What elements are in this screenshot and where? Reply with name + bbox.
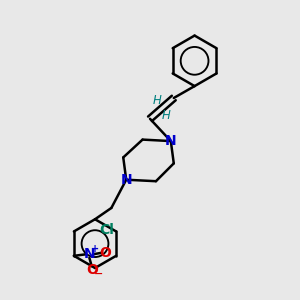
Text: H: H xyxy=(162,109,171,122)
Text: N: N xyxy=(120,173,132,187)
Text: N: N xyxy=(83,247,95,261)
Text: +: + xyxy=(91,244,99,254)
Text: Cl: Cl xyxy=(99,223,114,237)
Text: O: O xyxy=(99,246,111,260)
Text: O: O xyxy=(86,263,98,277)
Text: H: H xyxy=(153,94,162,107)
Text: N: N xyxy=(165,134,177,148)
Text: −: − xyxy=(94,269,103,279)
